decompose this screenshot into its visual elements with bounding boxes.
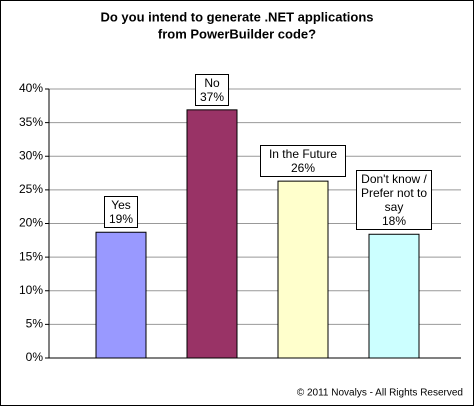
data-label: In the Future 26% <box>260 145 346 178</box>
y-tick-label: 20% <box>19 216 43 230</box>
bar <box>95 231 147 359</box>
category-label: No <box>204 75 220 90</box>
value-label: 18% <box>381 214 407 229</box>
y-tick-label: 25% <box>19 182 43 196</box>
chart-title: Do you intend to generate .NET applicati… <box>100 9 373 24</box>
y-tick-label: 10% <box>19 283 43 297</box>
category-label: In the Future <box>268 147 338 162</box>
chart-title: from PowerBuilder code? <box>158 26 316 41</box>
y-tick-label: 5% <box>26 317 44 331</box>
bar <box>368 233 420 359</box>
y-tick-label: 40% <box>19 81 43 95</box>
footer: © 2011 Novalys - All Rights Reserved <box>297 388 463 399</box>
value-label: 37% <box>199 89 225 104</box>
category-label: Yes <box>111 198 131 213</box>
data-label: Yes 19% <box>104 196 138 229</box>
bar <box>186 109 238 359</box>
bar <box>277 180 329 359</box>
data-label: Don't know / Prefer not to say 18% <box>356 170 432 231</box>
value-label: 19% <box>108 212 134 227</box>
y-tick-label: 35% <box>19 115 43 129</box>
data-label: No 37% <box>195 73 229 106</box>
y-tick-label: 15% <box>19 249 43 263</box>
y-tick-label: 0% <box>26 350 44 364</box>
category-label: Don't know / Prefer not to say <box>360 172 428 215</box>
y-tick-label: 30% <box>19 148 43 162</box>
value-label: 26% <box>290 161 316 176</box>
